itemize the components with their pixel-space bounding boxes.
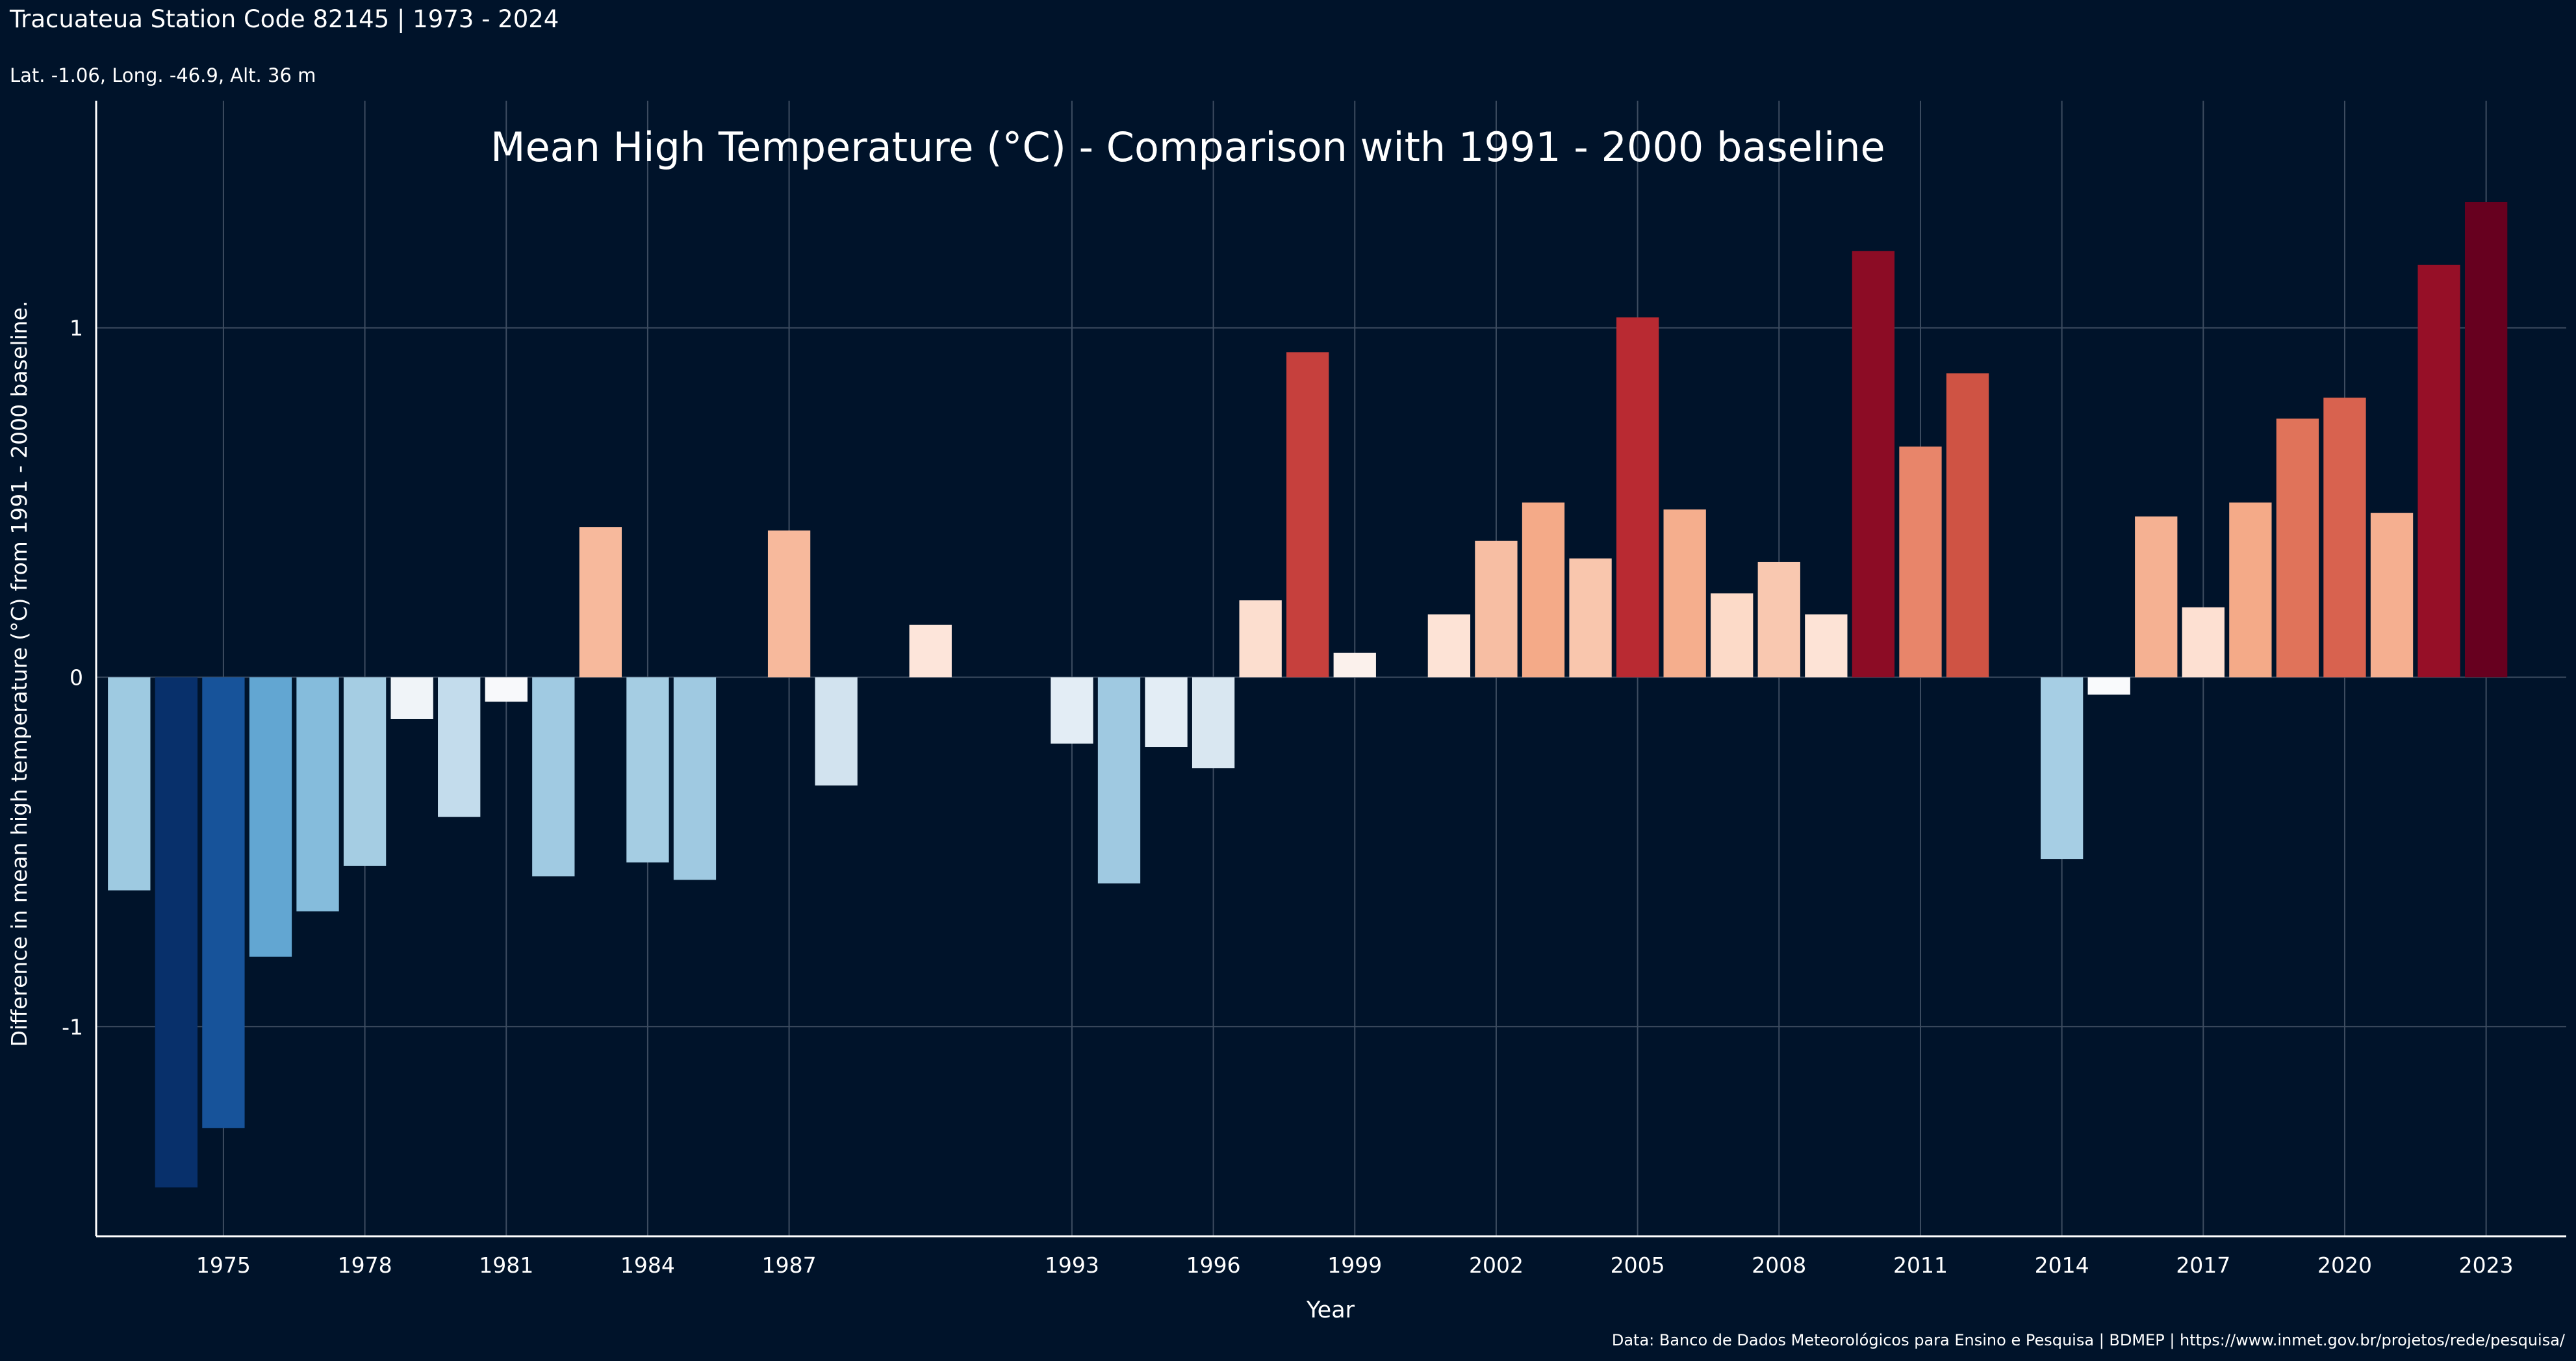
bar-2019 (2276, 418, 2319, 678)
bar-1982 (532, 677, 575, 877)
chart-title: Mean High Temperature (°C) - Comparison … (491, 123, 1885, 171)
x-tick-label: 2005 (1611, 1253, 1665, 1278)
bar-1981 (485, 677, 528, 702)
bar-1999 (1333, 652, 1376, 678)
x-tick-label: 2008 (1752, 1253, 1806, 1278)
x-tick-label: 1987 (762, 1253, 817, 1278)
station-title: Tracuateua Station Code 82145 | 1973 - 2… (9, 5, 559, 33)
bar-1973 (108, 677, 151, 891)
x-tick-label: 1984 (620, 1253, 675, 1278)
bar-2021 (2370, 513, 2414, 678)
x-tick-label: 2002 (1469, 1253, 1524, 1278)
bar-2001 (1427, 614, 1471, 678)
bar-1998 (1286, 352, 1329, 678)
bar-layer (108, 201, 2508, 1188)
tick-layer: 1975 1978 1981 1984 1987 1993 1996 1999 2002 2005… (62, 316, 2514, 1278)
bar-2004 (1569, 558, 1612, 678)
x-tick-label: 2014 (2035, 1253, 2089, 1278)
bar-1979 (390, 677, 433, 719)
bar-1974 (155, 677, 198, 1188)
station-coords: Lat. -1.06, Long. -46.9, Alt. 36 m (10, 64, 316, 86)
bar-2006 (1663, 509, 1706, 678)
bar-2007 (1711, 593, 1753, 678)
x-tick-label: 2020 (2317, 1253, 2372, 1278)
y-tick-label: 0 (70, 665, 83, 690)
x-tick-label: 1999 (1327, 1253, 1382, 1278)
bar-1997 (1239, 600, 1282, 678)
bar-1996 (1192, 677, 1235, 769)
x-axis-label: Year (1306, 1297, 1355, 1323)
bar-2008 (1757, 561, 1800, 678)
x-tick-label: 1993 (1045, 1253, 1099, 1278)
bar-1983 (579, 527, 622, 678)
y-tick-label: 1 (70, 316, 83, 341)
x-tick-label: 2023 (2459, 1253, 2514, 1278)
bar-1984 (626, 677, 669, 863)
bar-1980 (438, 677, 481, 817)
axis-layer (95, 101, 2566, 1238)
bar-2020 (2323, 398, 2366, 678)
bar-1994 (1097, 677, 1141, 884)
bar-2014 (2040, 677, 2084, 859)
bar-1995 (1145, 677, 1188, 748)
bar-1990 (909, 624, 952, 678)
bar-2016 (2135, 516, 2178, 678)
bar-2023 (2465, 201, 2508, 678)
bar-1975 (202, 677, 245, 1128)
bar-2017 (2182, 607, 2225, 678)
bar-2009 (1805, 614, 1848, 678)
bar-1993 (1051, 677, 1093, 744)
bar-2022 (2417, 264, 2460, 678)
bar-1977 (296, 677, 339, 911)
bar-1976 (249, 677, 292, 957)
bar-2010 (1852, 251, 1895, 678)
source-note: Data: Banco de Dados Meteorológicos para… (1612, 1331, 2566, 1349)
bar-2011 (1899, 446, 1942, 678)
bar-2012 (1946, 373, 1989, 678)
bar-2002 (1475, 541, 1518, 678)
x-tick-label: 1978 (338, 1253, 392, 1278)
bar-2015 (2087, 677, 2130, 695)
bar-1987 (767, 530, 811, 678)
x-tick-label: 2017 (2176, 1253, 2230, 1278)
bar-2003 (1522, 502, 1565, 678)
x-tick-label: 1975 (196, 1253, 251, 1278)
bar-1985 (673, 677, 717, 880)
x-tick-label: 1981 (479, 1253, 533, 1278)
bar-1988 (815, 677, 858, 786)
bar-2018 (2229, 502, 2272, 678)
bar-2005 (1616, 317, 1659, 678)
y-axis-label: Difference in mean high temperature (°C)… (6, 301, 32, 1047)
x-tick-label: 2011 (1893, 1253, 1948, 1278)
x-tick-label: 1996 (1186, 1253, 1241, 1278)
bar-1978 (343, 677, 387, 866)
y-tick-label: -1 (62, 1014, 83, 1039)
